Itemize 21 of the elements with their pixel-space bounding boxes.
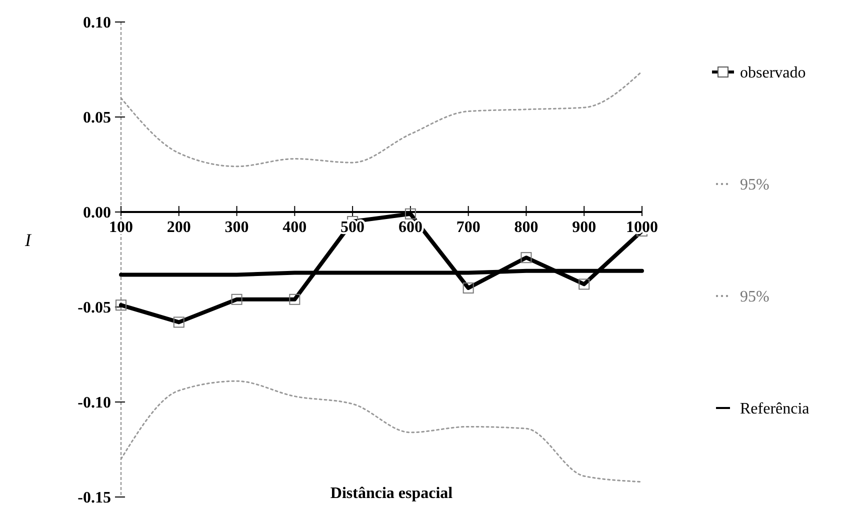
y-tick-label: -0.15 (78, 490, 111, 507)
y-tick-label: -0.05 (78, 300, 111, 317)
line-series (120, 70, 643, 168)
y-axis-title: I (24, 230, 32, 250)
legend-label: 95% (740, 288, 770, 306)
legend-label: 95% (740, 176, 770, 194)
y-tick-label: 0.05 (83, 110, 111, 127)
x-axis-title: Distância espacial (330, 485, 454, 502)
x-tick-label: 700 (456, 219, 480, 236)
y-tick-label: 0.10 (83, 14, 111, 32)
x-tick-label: 800 (514, 219, 538, 236)
y-tick-label: -0.10 (78, 394, 111, 412)
line-series (120, 380, 643, 483)
x-tick-label: 400 (282, 219, 307, 236)
legend-label: Referência (740, 400, 810, 418)
x-tick-label: 100 (109, 219, 133, 236)
x-tick-label: 300 (224, 219, 249, 236)
x-tick-label: 200 (166, 219, 191, 236)
x-tick-label: 900 (572, 219, 596, 236)
legend-label: observado (740, 64, 806, 82)
y-tick-label: 0.00 (83, 204, 111, 222)
